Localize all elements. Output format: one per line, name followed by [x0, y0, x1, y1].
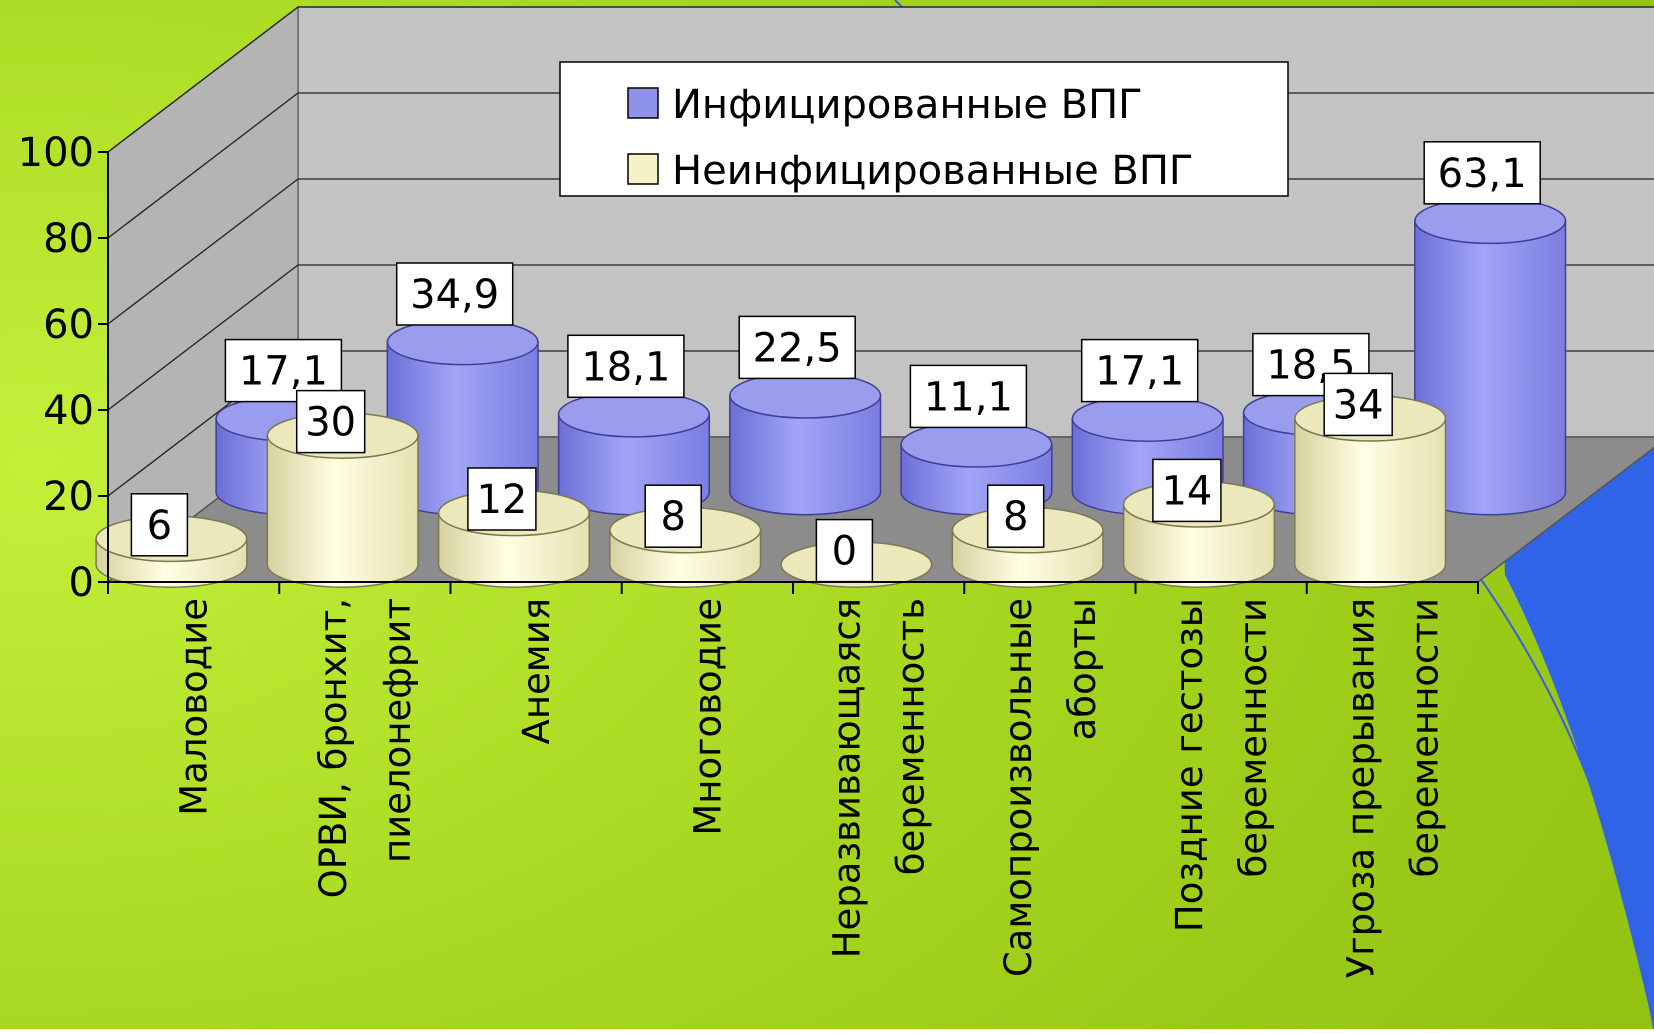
- svg-text:18,1: 18,1: [581, 344, 670, 390]
- x-category-label: Угроза прерывания беременности: [1339, 598, 1446, 978]
- legend: Инфицированные ВПГ Неинфицированные ВПГ: [559, 61, 1289, 197]
- svg-text:0: 0: [832, 529, 857, 575]
- data-label: 8: [644, 484, 702, 548]
- data-label: 6: [130, 493, 189, 557]
- svg-text:6: 6: [147, 503, 172, 549]
- data-label: 22,5: [738, 315, 856, 380]
- data-label: 34: [1323, 372, 1393, 437]
- legend-swatch: [627, 87, 659, 119]
- gridline: [107, 6, 1654, 153]
- data-label: 17,1: [224, 338, 343, 403]
- svg-text:30: 30: [305, 400, 356, 446]
- bar-infected: [1414, 197, 1567, 516]
- svg-text:17,1: 17,1: [239, 349, 328, 395]
- legend-box: [559, 61, 1289, 197]
- data-label: 12: [467, 467, 537, 531]
- y-tick-label: 40: [43, 388, 94, 434]
- data-label: 34,9: [395, 262, 514, 326]
- data-label: 18,1: [567, 334, 685, 399]
- x-category-label: Анемия: [515, 598, 558, 744]
- legend-swatch: [627, 153, 659, 185]
- svg-text:11,1: 11,1: [924, 374, 1013, 420]
- svg-text:8: 8: [1003, 494, 1028, 540]
- x-category-label: ОРВИ, бронхит, пиелонефрит: [312, 598, 419, 898]
- legend-label: Неинфицированные ВПГ: [672, 148, 1193, 194]
- svg-text:12: 12: [476, 477, 527, 523]
- svg-text:63,1: 63,1: [1438, 151, 1527, 197]
- y-tick-label: 80: [43, 216, 94, 262]
- corner-accent-curve: [1477, 574, 1654, 1030]
- svg-text:34: 34: [1333, 382, 1384, 428]
- corner-accent-shape: [1504, 400, 1654, 1029]
- data-label: 63,1: [1423, 141, 1541, 205]
- svg-text:34,9: 34,9: [410, 272, 499, 318]
- svg-text:22,5: 22,5: [753, 325, 842, 371]
- svg-text:8: 8: [660, 494, 685, 540]
- gridline: [107, 264, 1654, 411]
- svg-text:14: 14: [1161, 468, 1212, 514]
- bar-infected: [729, 372, 882, 516]
- y-tick-label: 0: [69, 560, 94, 606]
- data-label: 11,1: [909, 364, 1028, 429]
- data-label: 0: [815, 518, 874, 583]
- x-category-label: Маловодие: [173, 598, 216, 816]
- x-category-label: Самопроизвольные аборты: [997, 598, 1104, 977]
- x-category-label: Многоводие: [686, 598, 729, 836]
- legend-label: Инфицированные ВПГ: [672, 82, 1143, 128]
- y-tick-label: 20: [43, 474, 94, 520]
- data-label: 17,1: [1080, 338, 1199, 403]
- x-category-label: Неразвивающаяся беременность: [826, 598, 933, 958]
- y-tick-label: 60: [43, 302, 94, 348]
- x-category-label: Поздние гестозы беременности: [1168, 598, 1275, 932]
- svg-text:17,1: 17,1: [1095, 349, 1184, 395]
- data-label: 14: [1152, 458, 1222, 523]
- y-tick-label: 100: [18, 130, 94, 176]
- data-label: 8: [986, 484, 1045, 548]
- data-label: 30: [295, 389, 366, 454]
